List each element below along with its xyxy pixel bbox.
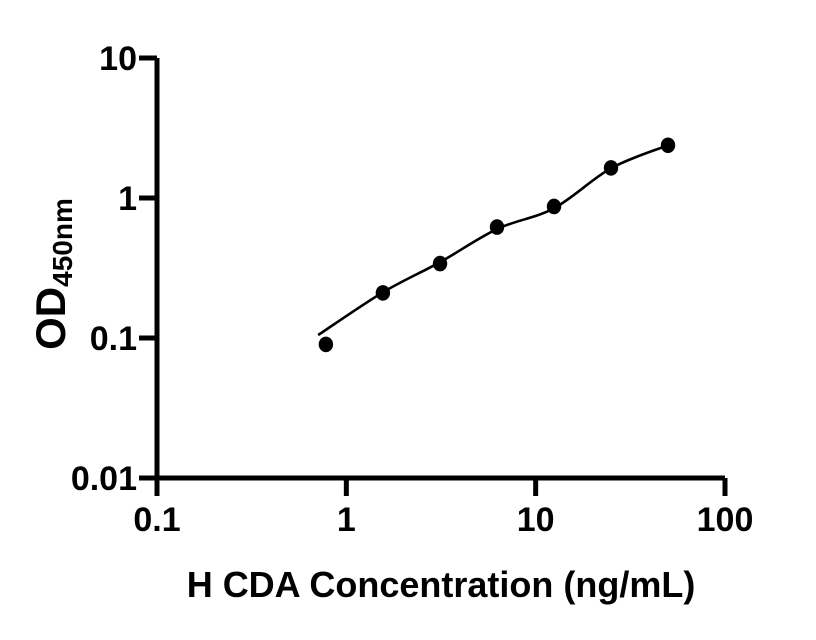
data-point-marker <box>375 285 391 301</box>
y-tick-label: 0.1 <box>90 320 137 358</box>
x-tick-label: 1 <box>337 501 356 539</box>
x-tick-label: 0.1 <box>133 501 180 539</box>
data-point-marker <box>546 198 562 215</box>
data-point-marker <box>603 160 619 176</box>
y-axis-title: OD450nm <box>27 198 78 350</box>
y-axis-title-main: OD <box>27 287 74 350</box>
data-point-marker <box>432 255 448 272</box>
x-tick-label: 100 <box>697 501 754 539</box>
data-point-marker <box>489 219 505 235</box>
y-tick-label: 1 <box>118 180 137 218</box>
y-tick-label: 10 <box>99 40 137 78</box>
x-tick-label: 10 <box>517 501 555 539</box>
x-axis-title: H CDA Concentration (ng/mL) <box>187 564 696 605</box>
data-point-marker <box>660 137 676 154</box>
y-tick-label: 0.01 <box>71 460 137 498</box>
data-point-marker <box>318 336 334 353</box>
y-axis-title-sub: 450nm <box>47 198 78 287</box>
